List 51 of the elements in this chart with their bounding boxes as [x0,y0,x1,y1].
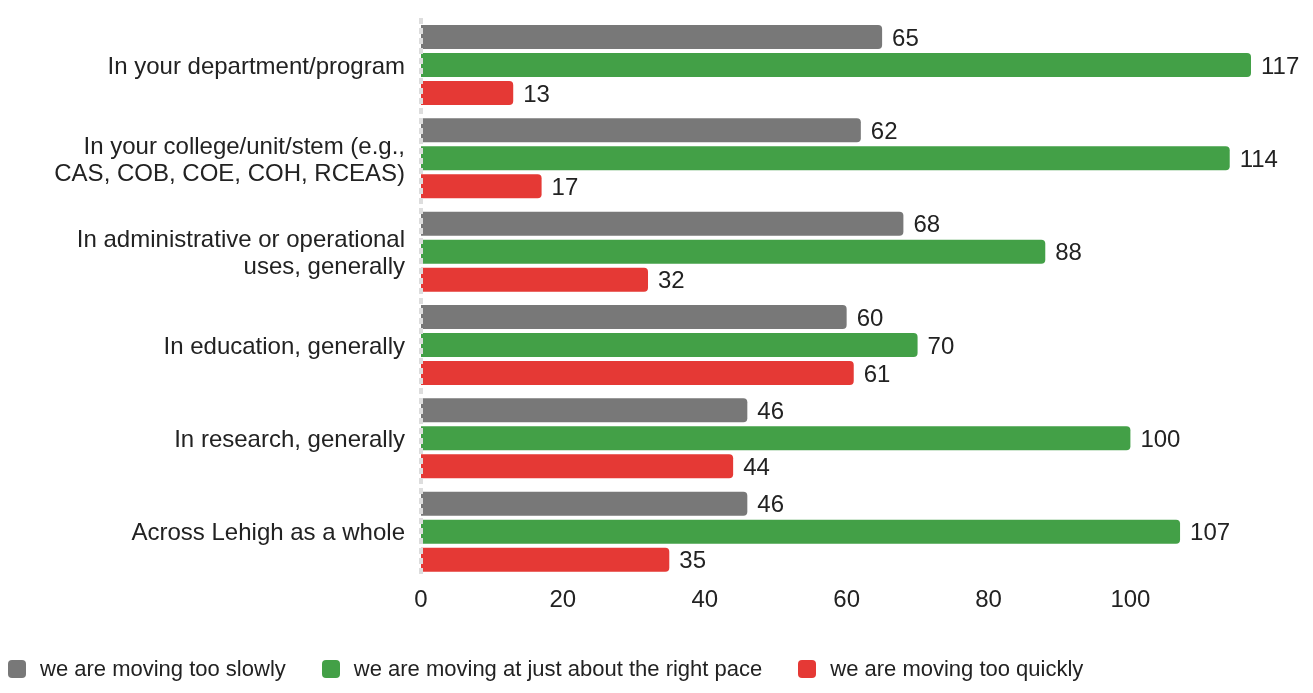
data-label: 32 [658,266,685,294]
bar [421,454,734,479]
y-tick-label: Across Lehigh as a whole [131,517,405,545]
data-label: 114 [1239,144,1278,172]
data-label: 46 [757,396,785,424]
legend-label: we are moving too quickly [830,656,1084,682]
bar [421,519,1181,544]
bar [421,53,1251,77]
y-tick-label: In your college/unit/stem (e.g., CAS, COB, COE, COH, RCEAS) [54,131,405,185]
data-label: 100 [1140,424,1181,452]
y-tick-label: In administrative or operational uses, generally [76,224,405,279]
data-label: 13 [523,79,550,107]
data-label: 68 [913,210,941,238]
y-tick-label: In your department/program [107,51,405,79]
legend-label: we are moving too slowly [40,656,286,682]
bar [421,267,649,292]
data-label: 60 [856,303,884,331]
data-label: 46 [757,490,785,518]
data-label: 17 [551,172,579,200]
data-label: 61 [863,359,891,387]
data-label: 35 [679,546,706,574]
bar [421,398,748,423]
bar [421,25,883,49]
bar [421,361,854,385]
bar [421,333,918,357]
y-tick-label: In education, generally [163,331,405,359]
bar [421,547,670,572]
x-tick-label: 40 [691,585,719,613]
bar [421,118,861,143]
data-label: 44 [743,452,770,480]
x-tick-label: 60 [833,585,860,613]
x-tick-label: 80 [975,585,1002,613]
bar [421,174,542,199]
bar [421,239,1046,264]
data-label: 117 [1261,51,1300,79]
bar [421,211,904,236]
x-tick-label: 100 [1110,585,1151,613]
legend-label: we are moving at just about the right pace [353,656,763,682]
bar [421,426,1131,451]
bar [421,305,847,329]
data-label: 88 [1055,238,1082,266]
bar [421,81,514,105]
x-tick-label: 0 [414,585,428,613]
data-label: 62 [870,116,898,144]
y-tick-label: In research, generally [174,424,405,452]
bar [421,491,748,516]
bar [421,146,1230,171]
data-label: 65 [892,23,919,51]
data-label: 107 [1190,518,1231,546]
data-label: 70 [927,331,955,359]
x-tick-label: 20 [549,585,577,613]
